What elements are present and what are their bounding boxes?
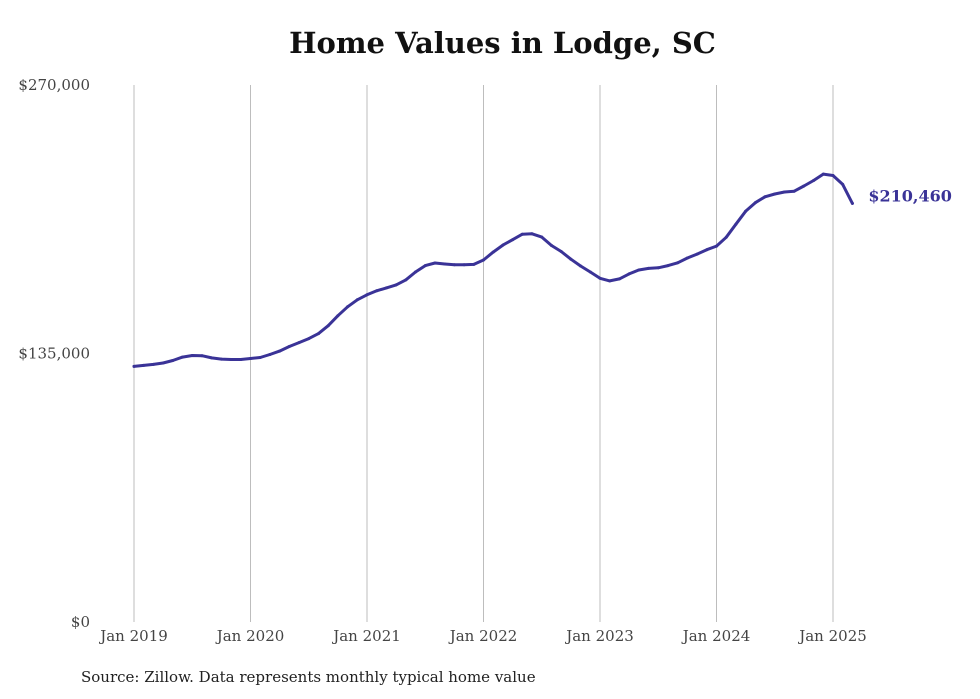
x-axis-ticks: Jan 2019 Jan 2020 Jan 2021 Jan 2022 Jan 2023… bbox=[98, 627, 867, 645]
data-point-2024-11 bbox=[812, 179, 816, 182]
data-point-2019-11 bbox=[229, 358, 233, 361]
y-tick-label: $270,000 bbox=[18, 76, 90, 94]
data-point-2022-12 bbox=[588, 270, 592, 274]
data-point-2021-10 bbox=[452, 263, 456, 267]
data-point-2019-12 bbox=[239, 358, 243, 361]
x-tick-label: Jan 2022 bbox=[448, 627, 518, 645]
data-point-2020-08 bbox=[317, 332, 320, 336]
data-point-2020-07 bbox=[307, 337, 311, 341]
data-point-2023-10 bbox=[685, 256, 689, 260]
data-point-2020-01 bbox=[249, 357, 252, 360]
data-point-2019-06 bbox=[181, 355, 184, 359]
data-point-2024-01 bbox=[715, 244, 718, 248]
data-point-2024-12 bbox=[821, 172, 825, 176]
data-point-2023-09 bbox=[676, 261, 680, 265]
data-point-2021-03 bbox=[384, 286, 388, 290]
data-point-2019-01 bbox=[132, 364, 136, 368]
data-point-2021-02 bbox=[375, 289, 379, 293]
data-point-2023-12 bbox=[705, 248, 709, 252]
data-point-2024-04 bbox=[744, 209, 748, 213]
data-point-2022-04 bbox=[511, 238, 515, 242]
data-point-2019-07 bbox=[190, 354, 194, 357]
data-point-2024-06 bbox=[763, 195, 767, 199]
data-point-2022-08 bbox=[550, 244, 553, 247]
data-point-2021-12 bbox=[472, 262, 476, 266]
data-point-2025-03 bbox=[850, 201, 854, 205]
data-point-2022-05 bbox=[520, 232, 524, 236]
series-line bbox=[132, 172, 854, 368]
data-point-2025-02 bbox=[841, 182, 845, 186]
data-point-2023-08 bbox=[666, 264, 670, 268]
data-point-2020-03 bbox=[268, 353, 272, 356]
data-point-2023-11 bbox=[695, 252, 699, 256]
x-tick-label: Jan 2020 bbox=[215, 627, 285, 645]
data-point-2019-03 bbox=[151, 362, 155, 366]
data-point-2019-08 bbox=[200, 354, 204, 358]
x-tick-label: Jan 2021 bbox=[331, 627, 401, 645]
data-point-2020-04 bbox=[278, 349, 282, 353]
data-point-2024-09 bbox=[792, 189, 796, 193]
data-point-2021-11 bbox=[462, 263, 466, 267]
data-point-2020-02 bbox=[258, 356, 262, 359]
data-point-2021-09 bbox=[443, 262, 447, 266]
x-tick-label: Jan 2019 bbox=[98, 627, 168, 645]
data-point-2024-05 bbox=[753, 201, 757, 205]
data-point-2023-02 bbox=[608, 279, 612, 283]
chart-title: Home Values in Lodge, SC bbox=[289, 26, 716, 60]
data-point-2022-07 bbox=[540, 235, 544, 239]
x-tick-label: Jan 2024 bbox=[681, 627, 751, 645]
data-point-2022-02 bbox=[491, 250, 495, 254]
data-point-2019-04 bbox=[161, 361, 165, 365]
data-point-2023-01 bbox=[598, 276, 602, 280]
data-point-2020-06 bbox=[297, 341, 301, 345]
data-point-2022-03 bbox=[501, 243, 505, 247]
data-point-2023-07 bbox=[656, 266, 660, 270]
y-tick-label: $0 bbox=[71, 613, 90, 631]
data-point-2023-06 bbox=[647, 266, 650, 270]
data-point-2020-09 bbox=[326, 324, 330, 328]
data-point-2019-05 bbox=[171, 359, 175, 362]
data-point-2019-10 bbox=[219, 357, 223, 361]
data-point-2021-01 bbox=[365, 293, 369, 297]
data-point-2023-05 bbox=[637, 268, 641, 272]
data-point-2023-03 bbox=[617, 277, 621, 281]
grid-lines bbox=[133, 85, 834, 622]
data-point-2024-02 bbox=[724, 235, 728, 239]
y-axis-ticks: $270,000 $135,000 $0 bbox=[18, 76, 90, 631]
data-point-2021-04 bbox=[394, 283, 398, 287]
data-point-2022-01 bbox=[482, 258, 485, 262]
data-point-2021-05 bbox=[404, 278, 408, 282]
data-point-2020-10 bbox=[336, 314, 340, 318]
x-tick-label: Jan 2025 bbox=[797, 627, 867, 645]
data-point-2021-06 bbox=[414, 270, 417, 274]
data-point-2021-08 bbox=[433, 261, 437, 265]
data-point-2019-02 bbox=[142, 363, 146, 367]
source-note: Source: Zillow. Data represents monthly … bbox=[81, 668, 536, 686]
data-point-2020-12 bbox=[355, 298, 359, 302]
data-point-2023-04 bbox=[627, 272, 631, 276]
end-value-label: $210,460 bbox=[868, 186, 952, 205]
data-point-2022-11 bbox=[579, 264, 583, 268]
x-tick-label: Jan 2023 bbox=[564, 627, 634, 645]
data-point-2024-08 bbox=[783, 190, 786, 194]
data-point-2021-07 bbox=[423, 264, 427, 268]
data-point-2024-07 bbox=[773, 192, 777, 196]
series-points bbox=[132, 172, 854, 368]
data-point-2025-01 bbox=[831, 174, 835, 177]
data-point-2024-10 bbox=[802, 184, 806, 188]
data-point-2019-09 bbox=[210, 356, 214, 360]
data-point-2022-09 bbox=[559, 250, 563, 253]
data-point-2020-11 bbox=[346, 305, 350, 309]
data-point-2022-10 bbox=[569, 257, 573, 261]
data-point-2024-03 bbox=[734, 222, 738, 226]
data-point-2022-06 bbox=[530, 232, 534, 236]
y-tick-label: $135,000 bbox=[18, 345, 90, 363]
data-point-2020-05 bbox=[287, 345, 291, 348]
